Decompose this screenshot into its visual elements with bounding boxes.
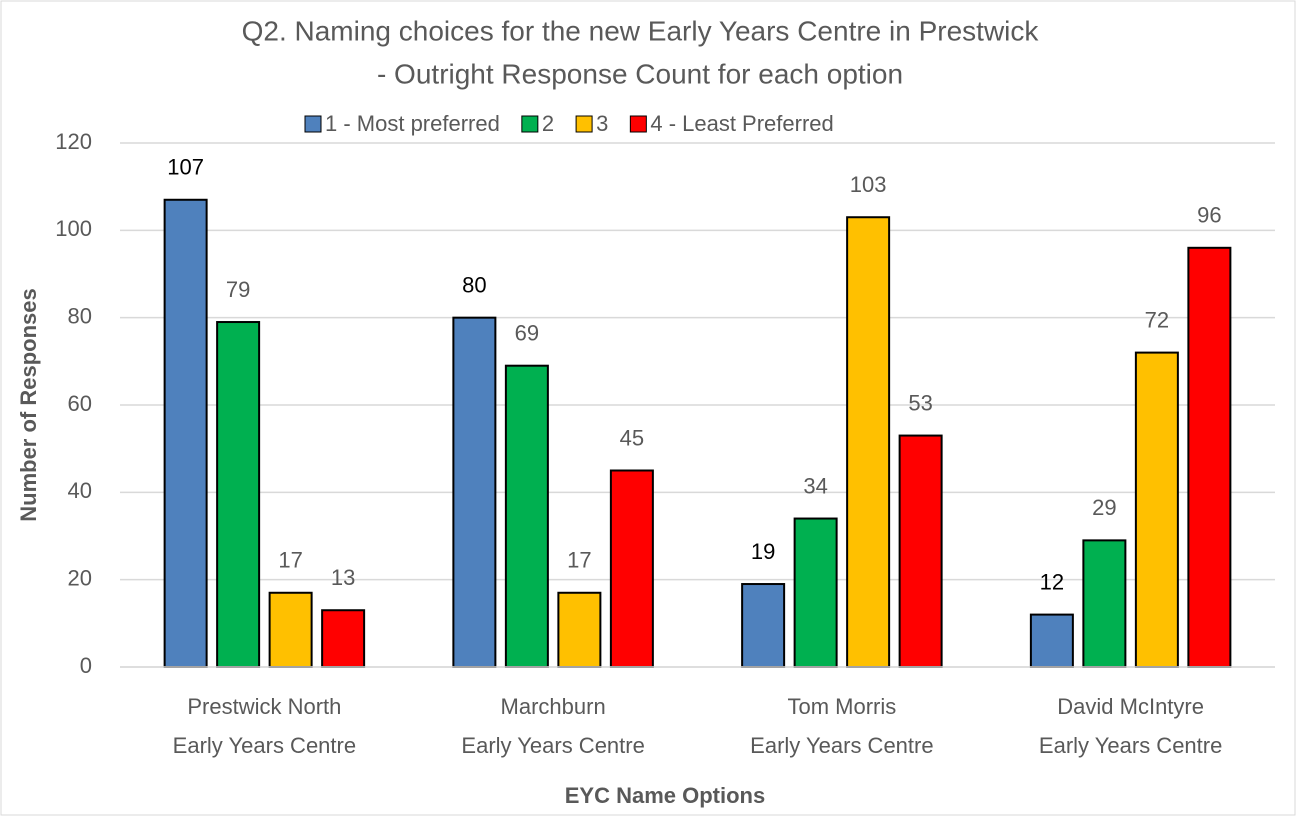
bar [609,469,654,668]
legend-label: 4 - Least Preferred [650,111,833,136]
bar [321,609,366,669]
data-label: 79 [226,277,250,302]
x-tick-label: Early Years Centre [1039,733,1222,758]
legend-swatch [575,115,593,133]
data-label: 19 [751,539,775,564]
bar [268,591,313,668]
bar [741,583,786,668]
legend-label: 3 [596,111,608,136]
x-tick-label: Prestwick North [187,694,341,719]
data-label: 69 [515,321,539,346]
y-tick-label: 100 [55,216,92,241]
y-tick-label: 0 [80,653,92,678]
y-tick-label: 40 [68,478,92,503]
bar [216,321,261,668]
x-tick-label: Tom Morris [787,694,896,719]
y-tick-label: 120 [55,129,92,154]
data-label: 72 [1145,307,1169,332]
x-tick-label: Marchburn [501,694,606,719]
y-axis-title: Number of Responses [16,288,41,522]
bar [793,517,838,668]
bar [557,591,602,668]
data-label: 13 [331,565,355,590]
data-label: 96 [1197,203,1221,228]
bar [1029,613,1074,668]
y-tick-label: 60 [68,391,92,416]
data-label: 107 [167,155,204,180]
x-tick-label: Early Years Centre [750,733,933,758]
data-label: 53 [908,390,932,415]
data-label: 45 [620,425,644,450]
y-tick-label: 80 [68,303,92,328]
y-tick-label: 20 [68,565,92,590]
data-label: 17 [278,548,302,573]
legend-swatch [629,115,647,133]
bar [846,216,891,668]
chart-title: - Outright Response Count for each optio… [377,58,903,89]
x-tick-label: Early Years Centre [461,733,644,758]
x-axis-title: EYC Name Options [565,783,765,808]
bar [504,364,549,668]
data-label: 29 [1092,495,1116,520]
data-label: 80 [462,272,486,297]
bar [1134,351,1179,668]
data-label: 17 [567,548,591,573]
bar [898,434,943,669]
chart-title: Q2. Naming choices for the new Early Yea… [242,15,1040,46]
legend-label: 1 - Most preferred [325,111,500,136]
data-label: 12 [1040,569,1064,594]
bar [163,198,208,668]
legend-swatch [304,115,322,133]
x-tick-label: David McIntyre [1057,694,1204,719]
bar [452,316,497,668]
legend-label: 2 [542,111,554,136]
legend-swatch [521,115,539,133]
x-tick-label: Early Years Centre [173,733,356,758]
data-label: 34 [803,473,827,498]
bar [1082,539,1127,668]
data-label: 103 [850,172,887,197]
bar [1187,246,1232,669]
